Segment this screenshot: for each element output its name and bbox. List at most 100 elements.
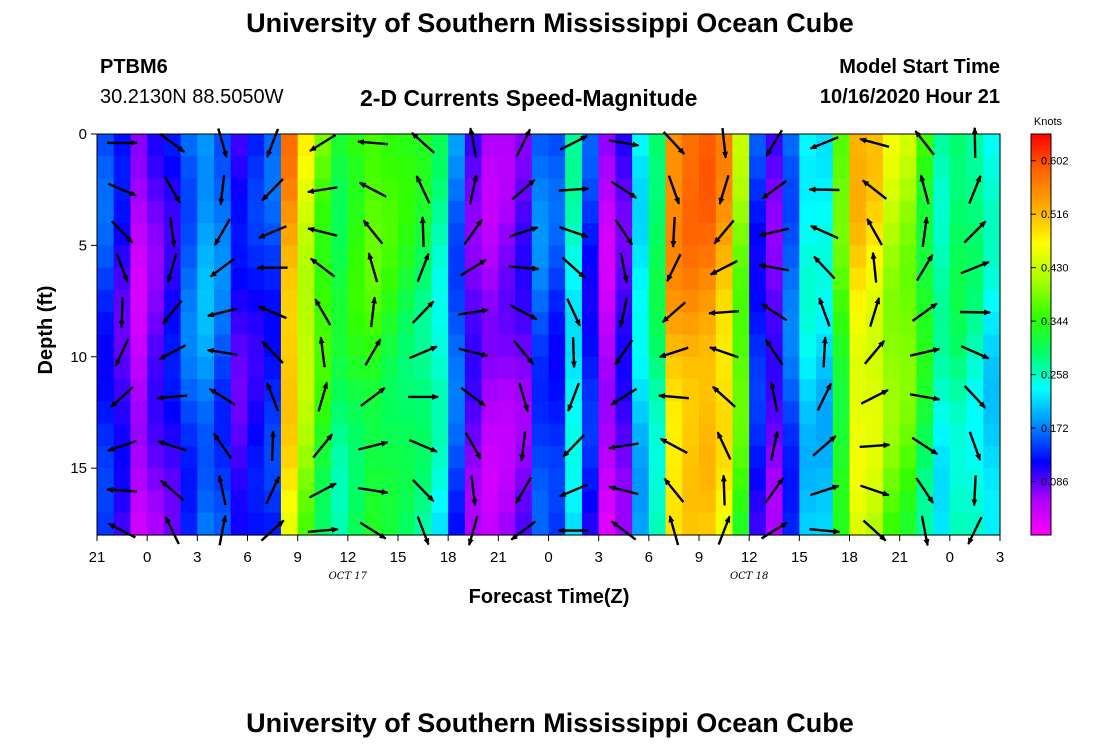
heat-cell (448, 223, 466, 246)
heat-cell (331, 200, 349, 224)
heat-cell (799, 512, 817, 536)
heat-cell (732, 334, 750, 358)
heat-cell (264, 267, 282, 291)
heat-cell (381, 401, 399, 425)
heat-cell (113, 512, 132, 536)
current-vector (261, 340, 284, 364)
heat-cell (180, 490, 198, 514)
heat-cell (481, 401, 499, 425)
heat-cell (147, 178, 165, 202)
heat-cell (565, 223, 583, 246)
heat-cell (498, 245, 516, 269)
heat-cell (331, 512, 349, 536)
heat-cell (515, 267, 533, 291)
heat-cell (682, 334, 700, 358)
heat-cell (314, 445, 332, 469)
heat-cell (632, 223, 650, 246)
heat-cell (297, 379, 315, 402)
heat-cell (882, 223, 901, 246)
heat-cell (598, 490, 616, 514)
heat-cell (197, 312, 215, 336)
heat-cell (414, 401, 433, 425)
x-tick-label: 21 (891, 549, 908, 566)
heat-cell (297, 289, 315, 313)
heat-cell (347, 468, 366, 492)
current-vector (261, 178, 284, 202)
heat-cell (648, 423, 667, 447)
heat-cell (214, 356, 232, 380)
heat-cell (615, 156, 633, 180)
heat-cell (765, 490, 784, 514)
heat-cell (364, 401, 382, 425)
heat-cell (866, 512, 884, 536)
heat-cell (665, 423, 683, 447)
heat-cell (949, 156, 968, 180)
heat-cell (197, 356, 215, 380)
heat-cell (247, 356, 265, 380)
current-vector (510, 520, 537, 541)
heat-cell (197, 379, 215, 402)
heat-cell (448, 334, 466, 358)
heat-cell (816, 267, 834, 291)
heat-cell (665, 200, 683, 224)
current-vector (769, 381, 779, 412)
heat-cell (280, 423, 299, 447)
heat-cell (464, 223, 483, 246)
heat-cell (933, 423, 951, 447)
heat-cell (749, 468, 767, 492)
station-coords: 30.2130N 88.5050W (100, 86, 284, 108)
current-vector (118, 297, 125, 329)
heat-cell (431, 223, 449, 246)
heat-cell (364, 134, 382, 157)
current-vector (408, 438, 438, 453)
heat-cell (398, 512, 416, 536)
heat-cell (732, 312, 750, 336)
current-vector (915, 253, 934, 282)
heat-cell (849, 223, 867, 246)
current-vector (659, 437, 688, 454)
heat-cell (97, 245, 115, 269)
current-vector (667, 175, 681, 205)
current-vector (470, 475, 478, 507)
colorbar-tick-label: 0.602 (1041, 156, 1069, 168)
heat-cell (280, 156, 299, 180)
heat-cell (130, 468, 148, 492)
heat-cell (665, 401, 683, 425)
current-vector (357, 486, 389, 495)
heat-cell (749, 356, 767, 380)
heat-cell (949, 445, 968, 469)
heat-cell (882, 200, 901, 224)
current-vector (914, 130, 935, 156)
heat-cell (464, 200, 483, 224)
heat-cell (933, 267, 951, 291)
heat-cell (381, 134, 399, 157)
current-vector (359, 521, 387, 540)
heat-cell (782, 334, 800, 358)
current-vector (968, 431, 982, 461)
heat-cell (983, 223, 1001, 246)
heat-cell (866, 356, 884, 380)
heat-cell (481, 134, 499, 157)
heat-cell (515, 200, 533, 224)
heat-cell (732, 267, 750, 291)
current-vector (764, 477, 784, 504)
current-vector (164, 516, 180, 545)
heat-cell (531, 401, 550, 425)
heat-cell (130, 401, 148, 425)
heat-cell (983, 468, 1001, 492)
heat-cell (782, 178, 800, 202)
heat-cell (598, 423, 616, 447)
heat-cell (448, 178, 466, 202)
heat-cell (214, 312, 232, 336)
heat-cell (899, 245, 917, 269)
heat-cell (565, 289, 583, 313)
heat-cell (916, 312, 934, 336)
heat-cell (297, 156, 315, 180)
current-vector (614, 339, 634, 366)
heat-cell (749, 223, 767, 246)
heat-cell (515, 512, 533, 536)
current-vector (921, 216, 929, 248)
heat-cell (180, 178, 198, 202)
heat-cell (816, 289, 834, 313)
heat-cell (398, 468, 416, 492)
